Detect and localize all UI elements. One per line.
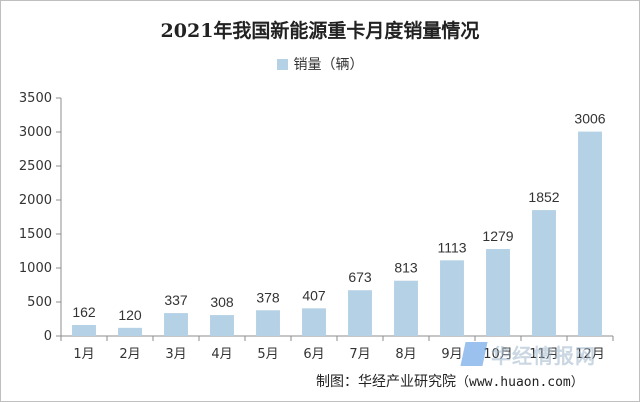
source-note: 制图：华经产业研究院（www.huaon.com） [316,371,584,391]
chart-title: 2021年我国新能源重卡月度销量情况 [160,20,480,42]
x-tick-label: 3月 [165,347,186,362]
data-label: 1113 [437,239,466,255]
x-tick-label: 1月 [73,347,94,362]
watermark-logo-icon [460,342,488,366]
data-label: 162 [72,304,96,320]
bar [578,131,602,336]
y-tick-label: 2000 [19,193,52,208]
x-tick-label: 7月 [349,347,370,362]
y-tick-label: 1000 [19,261,52,276]
x-tick-label: 6月 [303,347,324,362]
data-label: 308 [210,294,234,310]
y-tick-label: 1500 [19,227,52,242]
data-label: 1852 [528,189,559,205]
x-tick-label: 5月 [257,347,278,362]
bar [348,290,372,336]
data-label: 813 [394,260,418,276]
x-tick-label: 11月 [529,347,559,362]
bar [302,308,326,336]
bar [72,324,96,336]
bar [210,315,234,336]
x-tick-label: 4月 [211,347,232,362]
bar [394,280,418,336]
data-label: 673 [348,269,372,285]
source-url: （www.huaon.com） [456,375,584,390]
watermark: 华经情报网 [460,339,633,369]
y-tick-label: 3000 [19,125,52,140]
data-label: 378 [256,289,280,305]
bar [440,260,464,336]
data-label: 407 [302,287,326,303]
data-label: 120 [118,307,142,323]
data-label: 3006 [574,111,605,127]
x-tick-label: 9月 [441,347,462,362]
data-label: 1279 [482,228,513,244]
bar [532,210,556,336]
watermark-text: 华经情报网 [491,343,596,368]
y-tick-label: 3500 [19,91,52,106]
bar [486,249,510,336]
bar [164,313,188,336]
x-tick-label: 12月 [575,347,605,362]
x-tick-label: 8月 [395,347,416,362]
y-tick-label: 0 [44,329,52,344]
y-tick-label: 500 [27,295,52,310]
data-label: 337 [164,292,188,308]
legend-swatch [276,58,288,70]
source-prefix: 制图：华经产业研究院 [316,374,456,390]
legend-label: 销量（辆） [293,57,364,73]
y-tick-label: 2500 [19,159,52,174]
bar [256,310,280,336]
bar [118,327,142,336]
x-tick-label: 10月 [483,347,513,362]
legend: 销量（辆） [1,54,639,74]
x-tick-label: 2月 [119,347,140,362]
